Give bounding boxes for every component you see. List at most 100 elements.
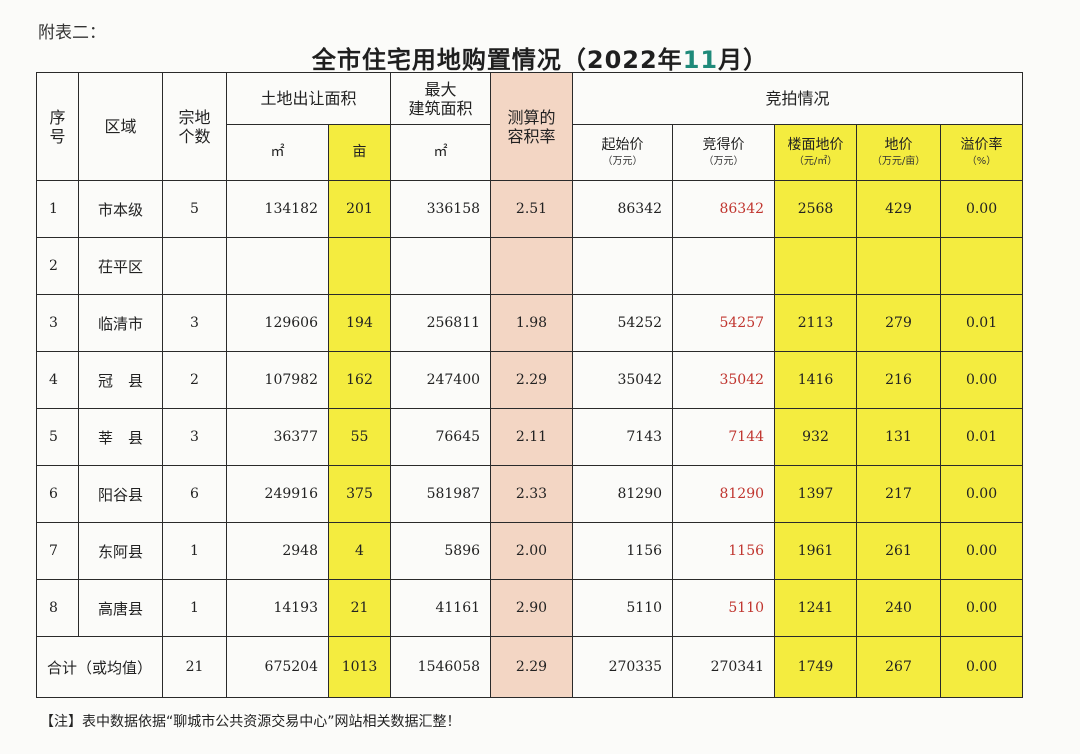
land-purchase-table: 序号 区域 宗地个数 土地出让面积 最大 建筑面积 测算的 容积率 竞拍情况 ㎡… <box>36 72 1024 698</box>
cell-floor-price: 1416 <box>774 351 858 409</box>
cell-far: 2.00 <box>490 522 574 580</box>
cell-floor-price: 1397 <box>774 465 858 523</box>
title-month: 11 <box>682 46 719 74</box>
cell-final-price: 54257 <box>672 294 776 352</box>
header-region: 区域 <box>78 72 163 181</box>
total-build: 1546058 <box>390 636 492 698</box>
cell-seq: 8 <box>36 579 79 637</box>
cell-count: 2 <box>162 351 227 409</box>
cell-count: 1 <box>162 522 227 580</box>
cell-floor-price: 1961 <box>774 522 858 580</box>
cell-region: 高唐县 <box>78 579 163 637</box>
cell-premium: 0.01 <box>940 294 1024 352</box>
cell-start-price: 81290 <box>572 465 674 523</box>
cell-region: 阳谷县 <box>78 465 163 523</box>
header-final-price: 竞得价 （万元） <box>672 124 776 181</box>
cell-seq: 4 <box>36 351 79 409</box>
cell-premium: 0.00 <box>940 351 1024 409</box>
cell-count <box>162 237 227 295</box>
cell-land-price: 217 <box>856 465 942 523</box>
cell-premium <box>940 237 1024 295</box>
cell-start-price: 7143 <box>572 408 674 466</box>
cell-final-price: 1156 <box>672 522 776 580</box>
cell-land-mu <box>327 237 392 295</box>
cell-floor-price: 2568 <box>774 180 858 238</box>
cell-max-build: 247400 <box>390 351 492 409</box>
title-suffix: 月） <box>718 46 769 74</box>
cell-max-build: 256811 <box>390 294 492 352</box>
page-title: 全市住宅用地购置情况（2022年11月） <box>0 40 1080 75</box>
cell-floor-price <box>774 237 858 295</box>
total-floor: 1749 <box>774 636 858 698</box>
cell-land-m2: 129606 <box>226 294 329 352</box>
cell-land-m2: 36377 <box>226 408 329 466</box>
total-far: 2.29 <box>490 636 574 698</box>
total-start: 270335 <box>572 636 674 698</box>
cell-seq: 7 <box>36 522 79 580</box>
table-row: 1 市本级 5 134182 201 336158 2.51 86342 86342 2568 42… <box>36 180 1024 238</box>
cell-final-price: 86342 <box>672 180 776 238</box>
cell-land-price: 131 <box>856 408 942 466</box>
cell-far: 2.33 <box>490 465 574 523</box>
total-mu: 1013 <box>327 636 392 698</box>
cell-land-price: 261 <box>856 522 942 580</box>
header-premium: 溢价率 （%） <box>940 124 1024 181</box>
table-row: 3 临清市 3 129606 194 256811 1.98 54252 54257 2113 27… <box>36 294 1024 352</box>
header-land-m2: ㎡ <box>226 124 329 181</box>
header-floor-price: 楼面地价 （元/㎡） <box>774 124 858 181</box>
footnote: 【注】表中数据依据“聊城市公共资源交易中心”网站相关数据汇整！ <box>40 714 461 730</box>
header-max-build: 最大 建筑面积 <box>390 72 492 125</box>
table-row: 7 东阿县 1 2948 4 5896 2.00 1156 1156 1961 261 0.00 <box>36 522 1024 580</box>
cell-start-price: 54252 <box>572 294 674 352</box>
cell-far: 2.90 <box>490 579 574 637</box>
cell-max-build: 581987 <box>390 465 492 523</box>
cell-premium: 0.00 <box>940 465 1024 523</box>
cell-count: 1 <box>162 579 227 637</box>
cell-land-price: 279 <box>856 294 942 352</box>
cell-premium: 0.00 <box>940 180 1024 238</box>
cell-seq: 5 <box>36 408 79 466</box>
cell-region: 冠 县 <box>78 351 163 409</box>
cell-floor-price: 1241 <box>774 579 858 637</box>
cell-land-m2 <box>226 237 329 295</box>
cell-land-mu: 4 <box>327 522 392 580</box>
cell-land-mu: 21 <box>327 579 392 637</box>
cell-final-price: 5110 <box>672 579 776 637</box>
cell-max-build: 76645 <box>390 408 492 466</box>
cell-seq: 1 <box>36 180 79 238</box>
total-row: 合计（或均值） 21 675204 1013 1546058 2.29 2703… <box>36 636 1024 698</box>
cell-start-price: 35042 <box>572 351 674 409</box>
cell-region: 临清市 <box>78 294 163 352</box>
cell-seq: 3 <box>36 294 79 352</box>
cell-land-price: 429 <box>856 180 942 238</box>
header-auction: 竞拍情况 <box>572 72 1024 125</box>
header-land-area: 土地出让面积 <box>225 72 392 125</box>
cell-floor-price: 932 <box>774 408 858 466</box>
table-row: 8 高唐县 1 14193 21 41161 2.90 5110 5110 1241 240 0.00 <box>36 579 1024 637</box>
cell-floor-price: 2113 <box>774 294 858 352</box>
cell-land-mu: 162 <box>327 351 392 409</box>
cell-max-build <box>390 237 492 295</box>
cell-count: 3 <box>162 408 227 466</box>
cell-land-m2: 2948 <box>226 522 329 580</box>
cell-final-price: 81290 <box>672 465 776 523</box>
total-label: 合计（或均值） <box>36 636 163 698</box>
cell-far <box>490 237 574 295</box>
cell-far: 2.11 <box>490 408 574 466</box>
cell-land-price <box>856 237 942 295</box>
cell-land-price: 216 <box>856 351 942 409</box>
total-land: 267 <box>856 636 942 698</box>
cell-start-price: 86342 <box>572 180 674 238</box>
title-prefix: 全市住宅用地购置情况（2022年 <box>311 46 683 74</box>
cell-land-m2: 14193 <box>226 579 329 637</box>
cell-start-price <box>572 237 674 295</box>
header-start-price: 起始价 （万元） <box>572 124 674 181</box>
cell-count: 3 <box>162 294 227 352</box>
total-count: 21 <box>162 636 227 698</box>
cell-final-price <box>672 237 776 295</box>
cell-seq: 2 <box>36 237 79 295</box>
annex-label: 附表二： <box>38 23 106 43</box>
cell-max-build: 5896 <box>390 522 492 580</box>
cell-region: 茌平区 <box>78 237 163 295</box>
